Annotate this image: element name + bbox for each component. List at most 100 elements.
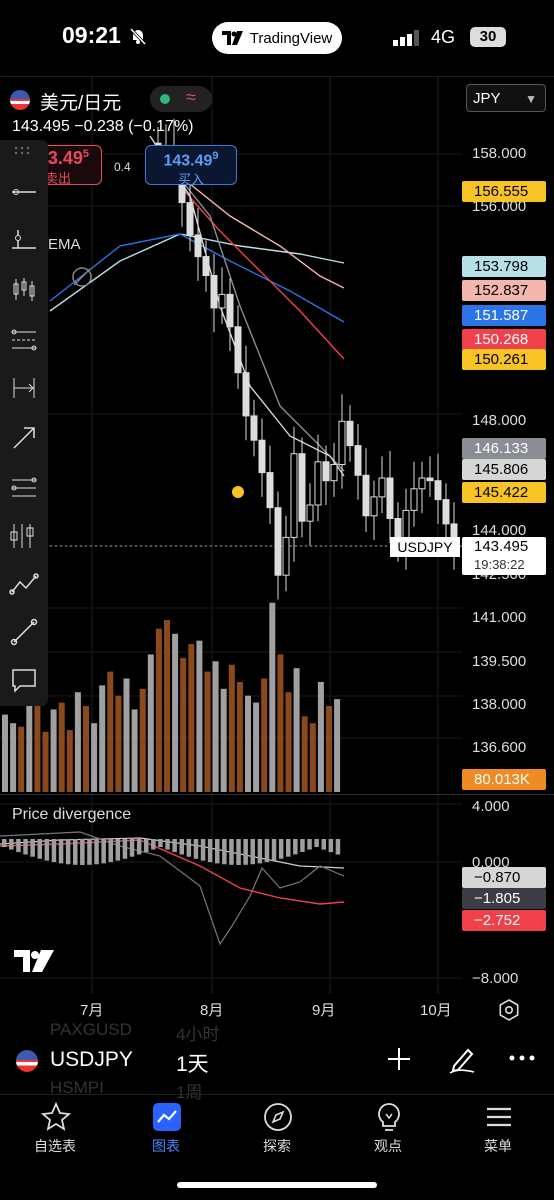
- current-symbol-tag: USDJPY: [390, 537, 460, 557]
- horizontal-line-tool-icon[interactable]: [8, 176, 40, 208]
- quote-line: 143.495 −0.238 (−0.17%): [12, 118, 194, 136]
- marker-dot: [232, 486, 244, 498]
- volume-bar: [99, 685, 106, 792]
- volume-bar: [58, 702, 65, 792]
- volume-bar: [309, 723, 316, 792]
- divergence-line: [0, 839, 345, 905]
- divergence-histogram-bar: [37, 839, 42, 859]
- divergence-histogram-bar: [271, 839, 277, 861]
- candle-body: [218, 293, 226, 309]
- symbol-title[interactable]: 美元/日元: [40, 93, 122, 114]
- volume-bar: [293, 668, 300, 792]
- divergence-histogram-bar: [328, 839, 334, 853]
- long-position-tool-icon[interactable]: [8, 520, 40, 552]
- indicator-label[interactable]: EMA: [48, 236, 81, 253]
- currency-select[interactable]: JPY ▼: [466, 84, 546, 112]
- price-tag: 145.806: [462, 459, 546, 480]
- volume-bar: [196, 640, 203, 792]
- volume-bar: [269, 602, 276, 792]
- candle-body: [338, 420, 346, 465]
- tab-label: 探索: [263, 1138, 291, 1154]
- divergence-histogram-bar: [229, 839, 234, 865]
- divergence-histogram-bar: [65, 839, 71, 865]
- ema-line: [49, 233, 345, 312]
- divergence-histogram-bar: [278, 839, 284, 859]
- divergence-histogram-bar: [80, 839, 85, 865]
- more-icon[interactable]: [508, 1048, 536, 1068]
- currency-value: JPY: [473, 90, 501, 107]
- parallel-channel-tool-icon[interactable]: [8, 324, 40, 356]
- buy-button[interactable]: 143.499 买入: [145, 145, 237, 187]
- candle-body: [346, 420, 354, 447]
- status-time: 09:21: [62, 22, 121, 48]
- tab-label: 菜单: [484, 1138, 512, 1154]
- compass-icon: [264, 1103, 292, 1131]
- volume-bar: [172, 633, 179, 792]
- candles-tool-icon[interactable]: [8, 274, 40, 306]
- divergence-histogram-bar: [207, 839, 213, 863]
- divergence-histogram-bar: [222, 839, 227, 865]
- price-tag: 150.261: [462, 349, 546, 370]
- candle-body: [322, 461, 330, 482]
- chart-settings-icon[interactable]: [498, 999, 520, 1021]
- divergence-axis-label: 0.000: [472, 854, 510, 871]
- drag-handle-icon[interactable]: [14, 146, 34, 156]
- divergence-histogram-bar: [101, 839, 106, 864]
- divergence-histogram-bar: [236, 839, 241, 865]
- symbol-picker[interactable]: USDJPY: [50, 1048, 133, 1071]
- volume-bar: [131, 709, 138, 792]
- tradingview-icon: [221, 31, 243, 45]
- candle-body: [298, 453, 306, 522]
- text-note-tool-icon[interactable]: [8, 664, 40, 696]
- divergence-histogram-bar: [144, 839, 149, 853]
- divergence-histogram-bar: [186, 839, 192, 857]
- panel-divider[interactable]: [0, 794, 554, 795]
- indicator-title[interactable]: Price divergence: [12, 806, 132, 823]
- ema-line: [49, 233, 345, 323]
- fib-retracement-tool-icon[interactable]: [8, 472, 40, 504]
- divergence-histogram-bar: [2, 839, 7, 847]
- candle-body: [410, 488, 418, 511]
- home-indicator: [177, 1182, 377, 1188]
- divergence-histogram-bar: [108, 839, 113, 863]
- candle-body: [186, 202, 194, 236]
- time-axis-label: 7月: [80, 1002, 104, 1019]
- price-tag: 145.422: [462, 482, 546, 503]
- candle-body: [306, 504, 314, 522]
- candle-body: [274, 507, 282, 576]
- app-pill[interactable]: TradingView: [212, 22, 342, 54]
- divergence-histogram-bar: [335, 839, 341, 855]
- divergence-histogram-bar: [307, 839, 312, 850]
- vertical-line-tool-icon[interactable]: [8, 224, 40, 256]
- divergence-histogram-bar: [300, 839, 305, 853]
- volume-bar: [236, 681, 243, 792]
- hide-eye-icon[interactable]: [70, 265, 94, 289]
- divergence-histogram-bar: [51, 839, 57, 863]
- volume-bar: [147, 654, 154, 792]
- divider: [0, 76, 554, 77]
- plus-icon[interactable]: [386, 1046, 412, 1072]
- candle-body: [266, 472, 274, 509]
- interval-picker[interactable]: 1天: [176, 1053, 209, 1076]
- price-axis-label: 136.600: [472, 739, 527, 756]
- drawing-pen-icon[interactable]: [448, 1044, 476, 1074]
- bar-countdown: 19:38:22: [474, 557, 525, 572]
- price-axis-label: 141.000: [472, 609, 527, 626]
- trend-line-tool-icon[interactable]: [8, 616, 40, 648]
- market-status[interactable]: ≈: [150, 86, 212, 112]
- volume-bar: [220, 688, 227, 792]
- us-jp-flag-icon: [16, 1050, 38, 1072]
- header-change: −0.238: [74, 118, 124, 135]
- date-range-tool-icon[interactable]: [8, 372, 40, 404]
- path-tool-icon[interactable]: [8, 568, 40, 600]
- divergence-histogram-bar: [30, 839, 35, 857]
- us-jp-flag-icon: [10, 90, 30, 110]
- volume-bar: [245, 695, 251, 792]
- divergence-histogram-bar: [115, 839, 121, 861]
- menu-icon: [487, 1107, 511, 1127]
- price-chart[interactable]: [0, 76, 554, 1096]
- volume-bar: [188, 644, 195, 792]
- volume-bar: [18, 726, 25, 792]
- ema-line: [169, 165, 345, 472]
- arrow-tool-icon[interactable]: [8, 422, 40, 454]
